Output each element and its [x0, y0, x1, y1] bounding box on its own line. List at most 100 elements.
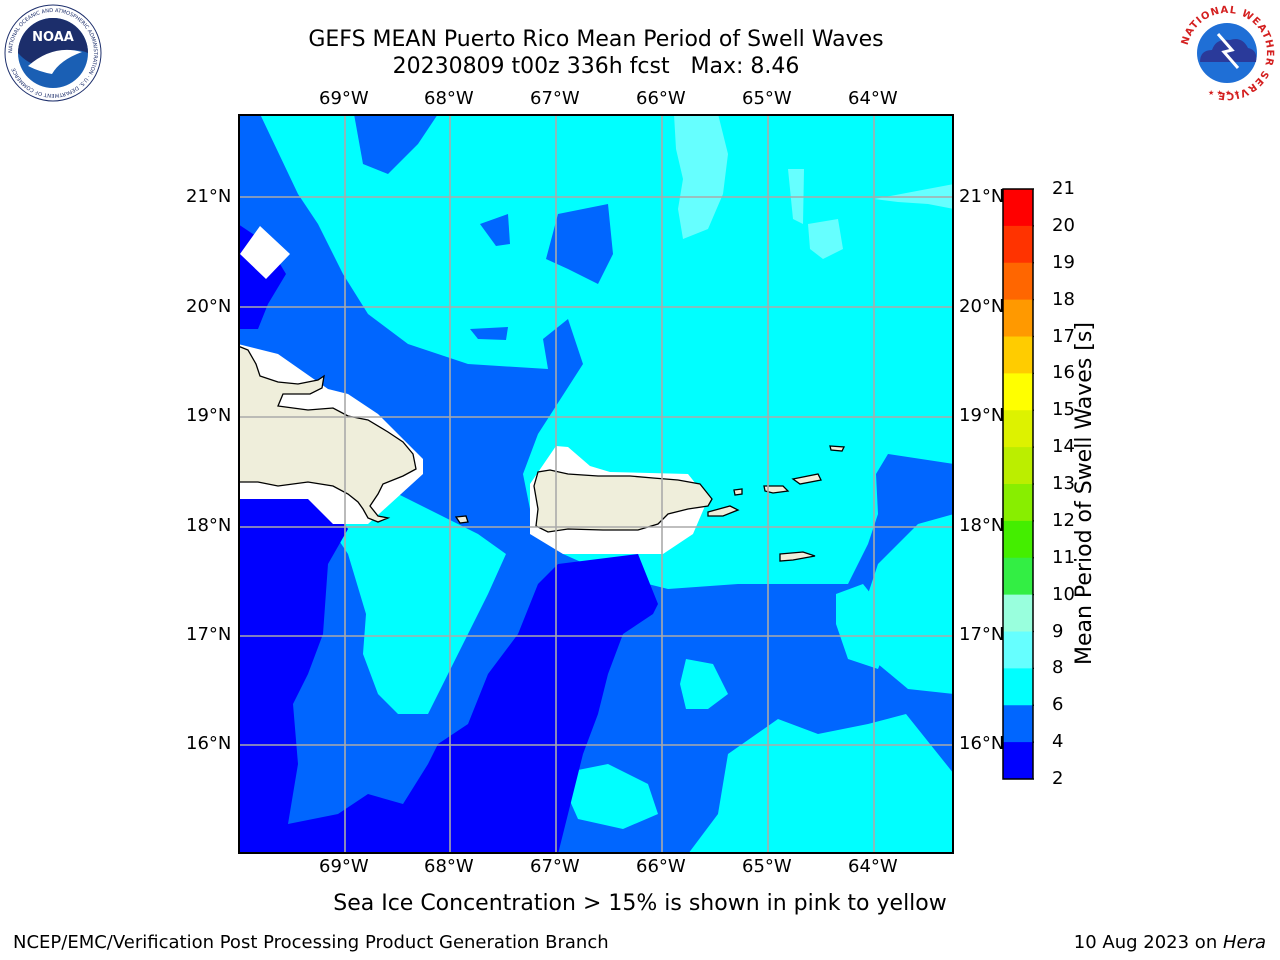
lat-label-right: 17°N	[959, 624, 1005, 645]
colorbar-tick-label: 15	[1052, 399, 1075, 421]
noaa-logo-text: NOAA	[32, 30, 74, 45]
lon-label-top: 65°W	[742, 88, 792, 109]
noaa-logo: NATIONAL OCEANIC AND ATMOSPHERIC ADMINIS…	[4, 4, 102, 102]
lat-label-left: 18°N	[186, 515, 232, 536]
field-6-8	[731, 764, 748, 794]
colorbar-band-9-10	[1003, 594, 1033, 632]
lon-label-bottom: 65°W	[742, 856, 792, 877]
chart-title: GEFS MEAN Puerto Rico Mean Period of Swe…	[308, 27, 884, 52]
colorbar-band-13-14	[1003, 447, 1033, 485]
colorbar	[1002, 188, 1034, 780]
colorbar-tick-label: 4	[1052, 731, 1064, 753]
land-hispaniola	[238, 346, 416, 522]
lat-label-right: 21°N	[959, 186, 1005, 207]
coastline-puerto-rico	[533, 469, 713, 533]
field-2-4	[238, 499, 658, 854]
colorbar-tick-label: 10	[1052, 583, 1075, 605]
colorbar-tick-label: 16	[1052, 362, 1075, 384]
land-vieques	[708, 506, 738, 516]
footer-host: Hera	[1222, 932, 1266, 953]
field-4-6	[546, 204, 613, 284]
colorbar-tick-label: 13	[1052, 473, 1075, 494]
coastline-anegada	[829, 445, 846, 452]
land-tortola	[793, 474, 821, 484]
lon-label-bottom: 69°W	[319, 856, 369, 877]
footer-date: 10 Aug 2023 on Hera	[1074, 932, 1266, 954]
colorbar-tick-label: 12	[1052, 509, 1075, 531]
coastline-virgin-islands	[763, 485, 790, 494]
field-4-6	[470, 327, 508, 340]
colorbar-label: Mean Period of Swell Waves [s]	[1072, 322, 1097, 665]
land-puerto-rico	[534, 470, 712, 532]
land-st-croix	[780, 552, 815, 561]
colorbar-tick-label: 6	[1052, 694, 1064, 716]
field-6-8	[898, 794, 954, 854]
field-4-6	[480, 214, 510, 246]
coastline-tortola	[791, 473, 822, 485]
colorbar-band-2-4	[1003, 742, 1033, 780]
lat-label-left: 21°N	[186, 186, 232, 207]
lon-label-top: 67°W	[530, 88, 580, 109]
lat-label-right: 18°N	[959, 515, 1005, 536]
colorbar-band-14-15	[1003, 410, 1033, 448]
footer-branch: NCEP/EMC/Verification Post Processing Pr…	[13, 932, 609, 953]
colorbar-band-4-6	[1003, 705, 1033, 743]
field-4-6	[416, 358, 433, 376]
coastline-st-croix	[779, 551, 816, 562]
map-frame	[238, 114, 954, 854]
chart-subtitle: 20230809 t00z 336h fcst Max: 8.46	[392, 54, 800, 79]
svg-text:★ ★ ★ ★: ★ ★ ★ ★	[1208, 89, 1240, 97]
land-culebra	[734, 489, 742, 495]
colorbar-band-16-17	[1003, 336, 1033, 374]
field-4-6	[354, 114, 438, 174]
lon-label-top: 69°W	[319, 88, 369, 109]
lon-label-top: 66°W	[636, 88, 686, 109]
coastline-vieques	[707, 505, 740, 517]
colorbar-band-18-19	[1003, 262, 1033, 301]
lon-label-bottom: 66°W	[636, 856, 686, 877]
colorbar-band-8-9	[1003, 631, 1033, 669]
colorbar-tick-label: 14	[1052, 436, 1075, 458]
lon-label-bottom: 67°W	[530, 856, 580, 877]
sea-ice-caption: Sea Ice Concentration > 15% is shown in …	[333, 891, 947, 916]
colorbar-tick-label: 19	[1052, 251, 1075, 273]
coastline-culebra	[733, 488, 743, 496]
lon-label-top: 68°W	[424, 88, 474, 109]
lat-label-left: 19°N	[186, 405, 232, 426]
field-8-9	[674, 114, 728, 239]
colorbar-tick-label: 11	[1052, 546, 1075, 568]
colorbar-band-19-20	[1003, 225, 1033, 264]
lat-label-right: 19°N	[959, 405, 1005, 426]
field-8-9	[808, 219, 843, 259]
no-data-area	[240, 226, 290, 279]
lat-label-left: 20°N	[186, 296, 232, 317]
colorbar-band-17-18	[1003, 299, 1033, 337]
lon-label-bottom: 64°W	[848, 856, 898, 877]
colorbar-tick-label: 9	[1052, 620, 1064, 642]
field-6-8	[836, 584, 888, 669]
colorbar-tick-label: 20	[1052, 214, 1075, 236]
lat-label-right: 16°N	[959, 733, 1005, 754]
field-6-8	[680, 659, 728, 709]
lat-label-right: 20°N	[959, 296, 1005, 317]
colorbar-band-11-12	[1003, 520, 1033, 559]
footer-date-text: 10 Aug 2023 on	[1073, 932, 1223, 953]
lon-label-top: 64°W	[848, 88, 898, 109]
field-6-8	[313, 484, 506, 714]
colorbar-band-6-8	[1003, 668, 1033, 706]
colorbar-tick-label: 17	[1052, 325, 1075, 347]
colorbar-band-10-11	[1003, 557, 1033, 596]
colorbar-tick-label: 18	[1052, 288, 1075, 310]
lon-label-bottom: 68°W	[424, 856, 474, 877]
field-6-8	[558, 764, 658, 829]
colorbar-tick-label: 8	[1052, 657, 1064, 679]
colorbar-band-12-13	[1003, 484, 1033, 522]
coastline-hispaniola	[238, 345, 417, 523]
colorbar-tick-label: 21	[1052, 178, 1075, 199]
coastline-mona-island	[454, 515, 469, 524]
swell-period-map[interactable]	[238, 114, 954, 854]
lat-label-left: 16°N	[186, 733, 232, 754]
lat-label-left: 17°N	[186, 624, 232, 645]
colorbar-band-15-16	[1003, 373, 1033, 411]
colorbar-band-20-21	[1003, 189, 1033, 227]
